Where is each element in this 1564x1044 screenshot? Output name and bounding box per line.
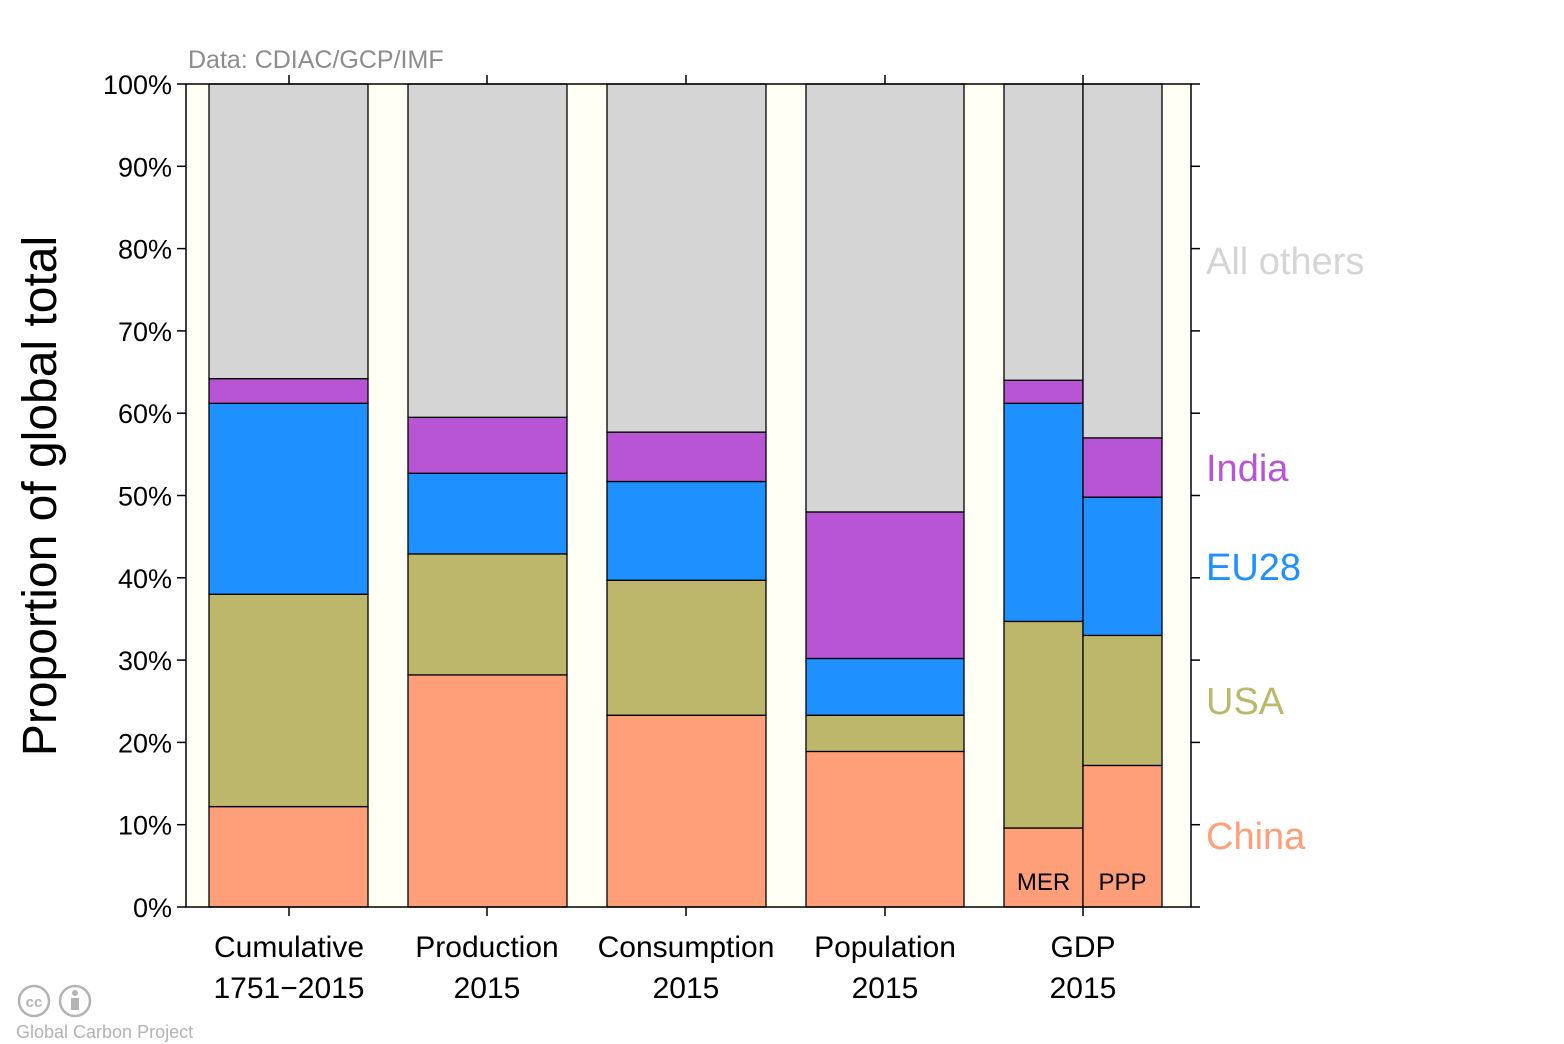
- legend-label-eu28: EU28: [1206, 547, 1301, 589]
- bar-segment-all-others: [407, 83, 568, 418]
- x-category-label-line2: 2015: [852, 972, 919, 1005]
- bar-segment-china: [208, 805, 369, 908]
- legend-label-usa: USA: [1206, 681, 1285, 723]
- x-category-label: GDP: [1050, 931, 1115, 964]
- x-category-label: Cumulative: [214, 931, 364, 964]
- y-tick-label: 80%: [118, 235, 172, 265]
- y-tick-label: 50%: [118, 482, 172, 512]
- bar-segment-india: [1003, 379, 1084, 404]
- attribution-icon: [58, 984, 92, 1018]
- y-tick-label: 10%: [118, 811, 172, 841]
- bar-segment-all-others: [1003, 83, 1084, 381]
- cc-license-icon: cc: [17, 984, 51, 1018]
- bar-segment-usa: [407, 553, 568, 676]
- bar-segment-india: [1082, 437, 1163, 498]
- bar-segment-all-others: [805, 83, 965, 513]
- bar-segment-eu28: [805, 657, 965, 716]
- x-category-label-line2: 2015: [653, 972, 720, 1005]
- x-category-label: Population: [814, 931, 956, 964]
- bar-segment-india: [606, 431, 767, 483]
- bar-segment-india: [208, 377, 369, 404]
- bar-segment-china: [1003, 827, 1084, 908]
- legend-label-china: China: [1206, 816, 1306, 858]
- bar-segment-all-others: [606, 83, 767, 433]
- y-tick-label: 100%: [103, 70, 172, 100]
- y-tick-label: 30%: [118, 646, 172, 676]
- bar-segment-china: [407, 674, 568, 908]
- y-axis-ticks: 0% 10% 20% 30% 40% 50% 60% 70% 80% 90% 100%: [103, 70, 1200, 923]
- legend-label-all-others: All others: [1206, 241, 1364, 283]
- x-category-label: Production: [415, 931, 558, 964]
- bar-segment-all-others: [208, 83, 369, 380]
- bar-sub-label: MER: [1017, 869, 1070, 896]
- y-tick-label: 70%: [118, 317, 172, 347]
- bars-layer: [208, 83, 1163, 908]
- x-axis-ticks: Cumulative 1751−2015 Production 2015 Consump…: [214, 75, 1117, 1005]
- bar-segment-usa: [805, 714, 965, 753]
- y-tick-label: 60%: [118, 399, 172, 429]
- credit-label: Global Carbon Project: [16, 1022, 193, 1042]
- bar-segment-usa: [1003, 620, 1084, 829]
- source-note: Data: CDIAC/GCP/IMF: [188, 46, 444, 74]
- y-tick-label: 40%: [118, 564, 172, 594]
- legend: China USA EU28 India All others: [1206, 241, 1364, 858]
- legend-label-india: India: [1206, 448, 1289, 490]
- x-category-label-line2: 2015: [454, 972, 521, 1005]
- bar-segment-india: [407, 416, 568, 474]
- bar-segment-eu28: [407, 472, 568, 555]
- bar-segment-eu28: [1082, 496, 1163, 637]
- y-tick-label: 0%: [133, 893, 172, 923]
- bar-segment-eu28: [1003, 402, 1084, 623]
- bar-segment-china: [606, 714, 767, 908]
- bar-segment-eu28: [606, 480, 767, 581]
- bar-segment-all-others: [1082, 83, 1163, 439]
- y-tick-label: 20%: [118, 728, 172, 758]
- bar-segment-usa: [1082, 634, 1163, 767]
- bar-sub-label: PPP: [1098, 869, 1146, 896]
- y-tick-label: 90%: [118, 152, 172, 182]
- bar-segment-usa: [208, 593, 369, 808]
- x-category-label-line2: 1751−2015: [214, 972, 365, 1005]
- bar-segment-china: [805, 750, 965, 908]
- x-category-label-line2: 2015: [1050, 972, 1117, 1005]
- bar-segment-eu28: [208, 402, 369, 595]
- x-category-label: Consumption: [598, 931, 775, 964]
- y-axis-label: Proportion of global total: [14, 236, 67, 756]
- bar-segment-usa: [606, 579, 767, 716]
- svg-text:cc: cc: [26, 994, 43, 1011]
- sub-labels: MER PPP: [1017, 869, 1147, 896]
- bar-segment-india: [805, 511, 965, 660]
